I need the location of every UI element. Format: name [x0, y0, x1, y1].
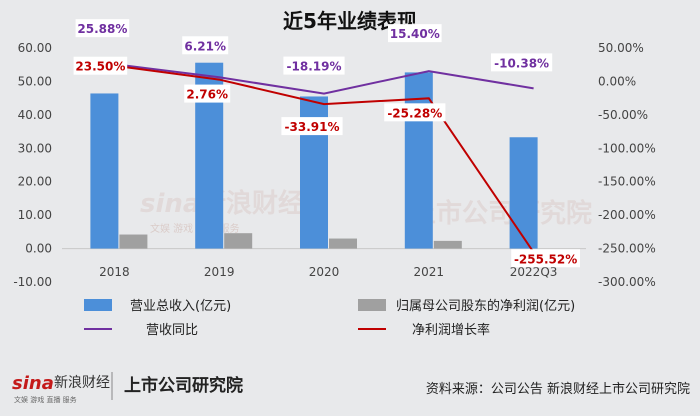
legend: 营业总收入(亿元) 归属母公司股东的净利润(亿元) 营收同比 净利润增长率 — [84, 298, 575, 338]
revenue-yoy-label: 15.40% — [390, 27, 440, 41]
footer-background — [0, 358, 700, 412]
source-note: 资料来源：公司公告 新浪财经上市公司研究院 — [426, 381, 690, 397]
legend-swatch-revenue — [84, 299, 112, 311]
legend-label-net-profit: 归属母公司股东的净利润(亿元) — [396, 298, 575, 314]
footer-logo-sub: 上市公司研究院 — [124, 375, 243, 396]
net-profit-growth-label-box — [281, 117, 343, 136]
left-axis-tick-label: 10.00 — [18, 208, 52, 222]
revenue-bar — [404, 72, 433, 249]
revenue-yoy-label-box — [75, 19, 130, 38]
footer: sina 新浪财经 文娱 游戏 直播 服务 上市公司研究院 资料来源：公司公告 … — [0, 358, 700, 412]
revenue-yoy-label-box — [491, 53, 553, 72]
category-label: 2020 — [309, 265, 340, 279]
right-axis-tick-label: 50.00% — [598, 41, 644, 55]
watermark-tagline: 文娱 游戏 直播 服务 — [150, 222, 240, 235]
revenue-yoy-label: -10.38% — [494, 56, 549, 70]
net-profit-growth-label: -255.52% — [514, 252, 577, 266]
right-axis-tick-label: -200.00% — [598, 208, 656, 222]
net-profit-growth-label: -25.28% — [387, 106, 442, 120]
legend-label-revenue: 营业总收入(亿元) — [130, 299, 231, 314]
revenue-yoy-label: 25.88% — [77, 22, 127, 36]
legend-label-revenue-yoy: 营收同比 — [146, 323, 198, 338]
revenue-yoy-label: -18.19% — [287, 60, 342, 74]
revenue-bar — [509, 137, 538, 249]
net-profit-bar — [433, 240, 462, 249]
net-profit-growth-label-box — [384, 103, 446, 122]
right-axis-tick-label: -250.00% — [598, 242, 656, 256]
net-profit-bar — [329, 238, 357, 249]
net-profit-bar — [119, 234, 148, 249]
labels-layer: 25.88% 6.21% -18.19% 15.40% -10.38% 23.50% 2.7… — [73, 19, 580, 268]
left-axis-tick-label: 60.00 — [18, 41, 52, 55]
footer-logo-brand: sina — [12, 373, 54, 394]
axes-layer: -10.00 0.00 10.00 20.00 30.00 40.00 50.00 60.00… — [13, 41, 655, 289]
legend-swatch-net-profit — [358, 299, 386, 311]
net-profit-growth-label: 23.50% — [75, 60, 125, 74]
category-label: 2021 — [414, 265, 445, 279]
right-axis-tick-label: -300.00% — [598, 275, 656, 289]
right-axis-tick-label: -100.00% — [598, 141, 656, 155]
footer-logo-tagline: 文娱 游戏 直播 服务 — [14, 395, 77, 404]
right-axis-tick-label: 0.00% — [598, 74, 636, 88]
left-axis-tick-label: 50.00 — [18, 74, 52, 88]
legend-label-net-profit-growth: 净利润增长率 — [412, 322, 490, 338]
net-profit-growth-label-box — [73, 56, 128, 75]
right-axis-tick-label: -50.00% — [598, 108, 648, 122]
left-axis-tick-label: 40.00 — [18, 108, 52, 122]
category-label: 2018 — [99, 265, 130, 279]
right-axis-tick-label: -150.00% — [598, 175, 656, 189]
category-label: 2022Q3 — [510, 265, 558, 279]
lines-layer — [114, 63, 535, 253]
revenue-yoy-label-box — [283, 56, 345, 75]
net-profit-growth-label: -33.91% — [285, 120, 340, 134]
net-profit-growth-label-box — [511, 249, 580, 268]
revenue-yoy-label-box — [182, 36, 229, 55]
net-profit-growth-label: 2.76% — [186, 88, 228, 102]
left-axis-tick-label: 30.00 — [18, 141, 52, 155]
revenue-yoy-line — [114, 63, 534, 95]
left-axis-tick-label: -10.00 — [13, 275, 52, 289]
left-axis-tick-label: 0.00 — [25, 242, 52, 256]
category-label: 2019 — [204, 265, 235, 279]
net-profit-bar — [224, 233, 253, 249]
revenue-yoy-label: 6.21% — [184, 39, 226, 53]
watermark-brand: sina — [140, 189, 200, 219]
net-profit-growth-label-box — [184, 84, 231, 103]
footer-logo-name: 新浪财经 — [54, 375, 110, 391]
revenue-yoy-label-box — [388, 24, 442, 43]
left-axis-tick-label: 20.00 — [18, 175, 52, 189]
revenue-bar — [90, 93, 119, 249]
net-profit-growth-line — [114, 64, 535, 253]
